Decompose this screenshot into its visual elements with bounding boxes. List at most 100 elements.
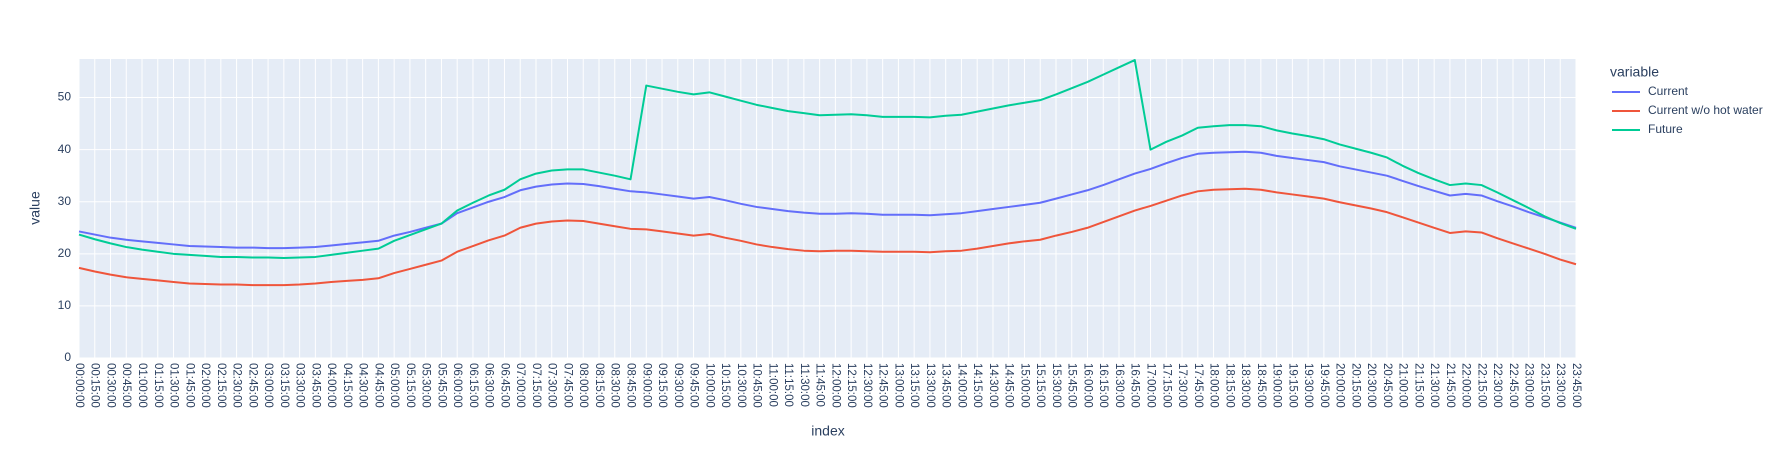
x-tick-label: 03:30:00: [294, 363, 306, 408]
x-tick-label: 19:15:00: [1286, 363, 1298, 408]
x-tick-label: 22:15:00: [1475, 363, 1487, 408]
x-tick-label: 15:15:00: [1034, 363, 1046, 408]
y-axis-title: value: [27, 191, 43, 225]
x-tick-label: 16:45:00: [1129, 363, 1141, 408]
x-tick-label: 07:00:00: [514, 363, 526, 408]
x-tick-label: 01:15:00: [152, 363, 164, 408]
x-tick-label: 12:45:00: [877, 363, 889, 408]
x-tick-label: 13:30:00: [924, 363, 936, 408]
x-tick-label: 12:00:00: [829, 363, 841, 408]
x-tick-label: 23:45:00: [1570, 363, 1582, 408]
x-tick-label: 20:00:00: [1334, 363, 1346, 408]
x-tick-label: 16:15:00: [1097, 363, 1109, 408]
x-tick-label: 20:30:00: [1365, 363, 1377, 408]
series-line: [78, 59, 1577, 259]
x-tick-label: 08:15:00: [593, 363, 605, 408]
x-tick-label: 23:15:00: [1538, 363, 1550, 408]
x-tick-label: 10:45:00: [751, 363, 763, 408]
x-tick-label: 08:45:00: [624, 363, 636, 408]
x-tick-label: 07:15:00: [530, 363, 542, 408]
x-tick-label: 00:30:00: [104, 363, 116, 408]
y-tick-label: 0: [64, 350, 71, 364]
x-tick-label: 05:45:00: [435, 363, 447, 408]
x-tick-label: 15:00:00: [1018, 363, 1030, 408]
x-tick-label: 19:00:00: [1271, 363, 1283, 408]
x-tick-label: 06:45:00: [498, 363, 510, 408]
series-line: [78, 150, 1577, 250]
x-tick-label: 03:15:00: [278, 363, 290, 408]
x-tick-label: 11:30:00: [798, 363, 810, 407]
x-tick-label: 15:45:00: [1066, 363, 1078, 408]
x-tick-label: 00:45:00: [120, 363, 132, 408]
x-tick-label: 14:30:00: [987, 363, 999, 408]
x-tick-label: 14:45:00: [1003, 363, 1015, 408]
x-tick-label: 05:00:00: [388, 363, 400, 408]
x-tick-label: 03:45:00: [309, 363, 321, 408]
x-tick-label: 21:00:00: [1397, 363, 1409, 408]
x-tick-label: 02:45:00: [246, 363, 258, 408]
x-tick-label: 11:45:00: [814, 363, 826, 407]
x-tick-label: 20:45:00: [1381, 363, 1393, 408]
x-tick-label: 21:45:00: [1444, 363, 1456, 408]
x-tick-label: 20:15:00: [1349, 363, 1361, 408]
x-tick-label: 17:15:00: [1160, 363, 1172, 408]
y-tick-label: 20: [58, 246, 72, 260]
x-tick-label: 07:30:00: [546, 363, 558, 408]
x-tick-label: 02:15:00: [215, 363, 227, 408]
series-line: [78, 187, 1577, 287]
x-tick-label: 21:15:00: [1412, 363, 1424, 408]
x-tick-label: 19:45:00: [1318, 363, 1330, 408]
y-tick-label: 50: [58, 90, 72, 104]
x-tick-label: 12:15:00: [845, 363, 857, 408]
x-tick-label: 01:00:00: [136, 363, 148, 408]
x-tick-label: 02:30:00: [231, 363, 243, 408]
x-tick-label: 18:30:00: [1239, 363, 1251, 408]
x-tick-label: 09:15:00: [656, 363, 668, 408]
x-tick-label: 23:00:00: [1523, 363, 1535, 408]
x-tick-label: 22:00:00: [1460, 363, 1472, 408]
x-tick-label: 10:15:00: [719, 363, 731, 408]
x-tick-label: 17:45:00: [1192, 363, 1204, 408]
x-tick-label: 01:45:00: [183, 363, 195, 408]
legend-label: Future: [1648, 122, 1683, 136]
x-tick-label: 14:00:00: [955, 363, 967, 408]
x-tick-label: 17:00:00: [1145, 363, 1157, 408]
x-tick-label: 22:30:00: [1491, 363, 1503, 408]
x-tick-label: 00:00:00: [73, 363, 85, 408]
x-tick-label: 12:30:00: [861, 363, 873, 408]
x-tick-label: 15:30:00: [1050, 363, 1062, 408]
x-tick-label: 07:45:00: [561, 363, 573, 408]
x-tick-label: 08:00:00: [577, 363, 589, 408]
x-tick-label: 04:15:00: [341, 363, 353, 408]
legend-label: Current: [1648, 84, 1689, 98]
x-tick-label: 06:00:00: [451, 363, 463, 408]
x-tick-label: 10:00:00: [703, 363, 715, 408]
x-tick-label: 16:30:00: [1113, 363, 1125, 408]
x-tick-label: 10:30:00: [735, 363, 747, 408]
x-axis-title: index: [811, 423, 844, 439]
x-tick-label: 18:00:00: [1208, 363, 1220, 408]
x-tick-label: 13:15:00: [908, 363, 920, 408]
x-tick-label: 17:30:00: [1176, 363, 1188, 408]
x-tick-label: 21:30:00: [1428, 363, 1440, 408]
x-tick-label: 06:15:00: [467, 363, 479, 408]
x-tick-label: 04:00:00: [325, 363, 337, 408]
x-tick-label: 09:45:00: [688, 363, 700, 408]
x-tick-label: 11:15:00: [782, 363, 794, 407]
x-tick-label: 09:30:00: [672, 363, 684, 408]
x-tick-label: 05:15:00: [404, 363, 416, 408]
x-tick-label: 02:00:00: [199, 363, 211, 408]
x-tick-label: 19:30:00: [1302, 363, 1314, 408]
x-tick-label: 06:30:00: [483, 363, 495, 408]
x-tick-label: 03:00:00: [262, 363, 274, 408]
y-tick-label: 30: [58, 194, 72, 208]
legend-label: Current w/o hot water: [1648, 103, 1763, 117]
x-tick-label: 00:15:00: [89, 363, 101, 408]
x-tick-label: 04:45:00: [372, 363, 384, 408]
x-tick-label: 01:30:00: [168, 363, 180, 408]
x-tick-label: 08:30:00: [609, 363, 621, 408]
x-tick-label: 04:30:00: [357, 363, 369, 408]
x-tick-label: 09:00:00: [640, 363, 652, 408]
x-tick-label: 11:00:00: [766, 363, 778, 407]
